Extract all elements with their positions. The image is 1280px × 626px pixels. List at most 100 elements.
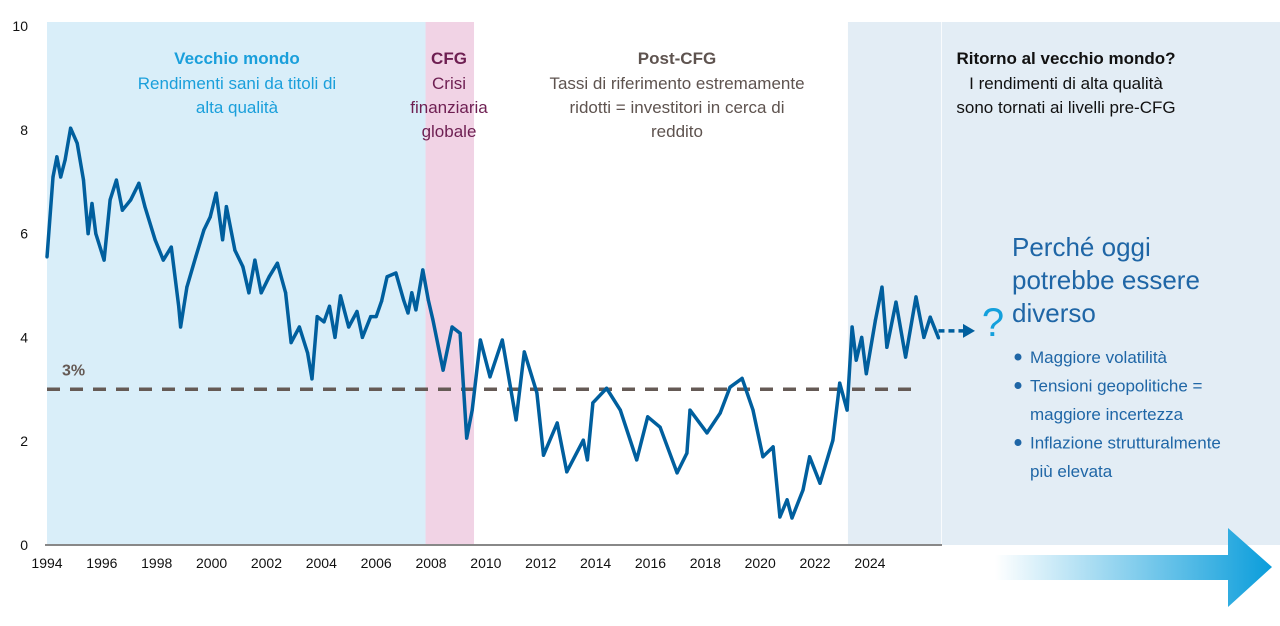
- data-point: [214, 191, 218, 195]
- data-point: [347, 325, 351, 329]
- data-point: [728, 385, 732, 389]
- data-point: [522, 350, 526, 354]
- annotation-heading: potrebbe essere: [1012, 265, 1200, 295]
- data-point: [431, 318, 435, 322]
- data-point: [161, 258, 165, 262]
- data-point: [604, 386, 609, 390]
- region-description: Tassi di riferimento estremamente: [549, 74, 804, 93]
- data-point: [785, 498, 789, 502]
- x-tick-label: 2000: [196, 555, 227, 571]
- x-tick-label: 2022: [799, 555, 830, 571]
- data-point: [406, 311, 410, 315]
- data-point: [761, 455, 765, 459]
- data-point: [831, 438, 835, 442]
- x-tick-label: 2004: [306, 555, 337, 571]
- annotation-heading: Perché oggi: [1012, 232, 1151, 262]
- data-point: [360, 335, 365, 339]
- data-point: [441, 368, 445, 372]
- data-point: [338, 294, 343, 298]
- region-description: alta qualità: [196, 98, 279, 117]
- data-point: [137, 181, 141, 185]
- bullet-icon: [1014, 439, 1022, 446]
- data-point: [850, 325, 854, 329]
- data-point: [426, 298, 430, 302]
- data-point: [322, 320, 326, 324]
- projection-arrowhead-icon: [963, 323, 975, 338]
- data-point: [120, 208, 125, 212]
- annotation-bullet-text: più elevata: [1030, 462, 1113, 481]
- data-point: [401, 298, 406, 302]
- data-point: [635, 458, 639, 462]
- data-point: [880, 285, 884, 289]
- region-description: finanziaria: [410, 98, 488, 117]
- data-point: [380, 299, 384, 303]
- y-tick-label: 4: [20, 329, 28, 345]
- x-tick-label: 2008: [415, 555, 446, 571]
- data-point: [903, 355, 908, 359]
- x-tick-label: 2006: [361, 555, 392, 571]
- region-description: ridotti = investitori in cerca di: [570, 98, 785, 117]
- data-point: [310, 377, 314, 381]
- data-point: [465, 436, 469, 440]
- x-tick-label: 2020: [745, 555, 776, 571]
- data-point: [688, 408, 692, 412]
- x-tick-label: 2002: [251, 555, 282, 571]
- data-point: [450, 325, 454, 329]
- data-point: [153, 238, 157, 242]
- y-tick-label: 8: [20, 122, 28, 138]
- data-point: [143, 205, 147, 209]
- data-point: [185, 285, 189, 289]
- question-mark-icon: ?: [982, 301, 1004, 345]
- data-point: [51, 175, 55, 179]
- region-description: Rendimenti sani da titoli di: [138, 74, 336, 93]
- data-point: [385, 275, 389, 279]
- x-tick-label: 1998: [141, 555, 172, 571]
- data-point: [873, 318, 877, 322]
- data-point: [194, 255, 198, 259]
- data-point: [860, 335, 864, 339]
- data-point: [315, 315, 319, 319]
- data-point: [410, 291, 414, 295]
- data-point: [177, 304, 181, 308]
- data-point: [646, 415, 650, 419]
- region-description: globale: [422, 122, 477, 141]
- region-band: [847, 22, 942, 545]
- data-point: [421, 268, 425, 272]
- data-point: [233, 248, 237, 252]
- region-description: reddito: [651, 122, 703, 141]
- data-point: [845, 408, 849, 412]
- data-point: [108, 198, 112, 202]
- data-point: [414, 308, 418, 312]
- data-point: [259, 291, 263, 295]
- x-tick-label: 1994: [31, 555, 62, 571]
- data-point: [751, 408, 755, 412]
- data-point: [224, 205, 228, 209]
- data-point: [705, 431, 709, 435]
- data-point: [740, 376, 744, 381]
- bullet-icon: [1014, 353, 1022, 361]
- data-point: [305, 351, 310, 355]
- data-point: [864, 372, 868, 376]
- data-point: [63, 158, 67, 162]
- data-point: [178, 325, 183, 329]
- data-point: [102, 258, 106, 262]
- data-point: [81, 178, 86, 182]
- data-point: [807, 455, 812, 459]
- data-point: [374, 315, 378, 319]
- data-point: [854, 358, 858, 362]
- data-point: [333, 335, 337, 339]
- data-point: [541, 453, 546, 457]
- x-tick-label: 2024: [854, 555, 885, 571]
- y-tick-label: 6: [20, 226, 28, 242]
- x-tick-label: 2016: [635, 555, 666, 571]
- reference-line-label: 3%: [62, 362, 85, 379]
- data-point: [591, 401, 595, 405]
- data-point: [718, 411, 722, 415]
- data-point: [894, 300, 898, 304]
- data-point: [585, 458, 589, 462]
- region-description: I rendimenti di alta qualità: [969, 74, 1163, 93]
- data-point: [297, 325, 301, 329]
- bullet-icon: [1014, 382, 1022, 389]
- data-point: [114, 178, 118, 182]
